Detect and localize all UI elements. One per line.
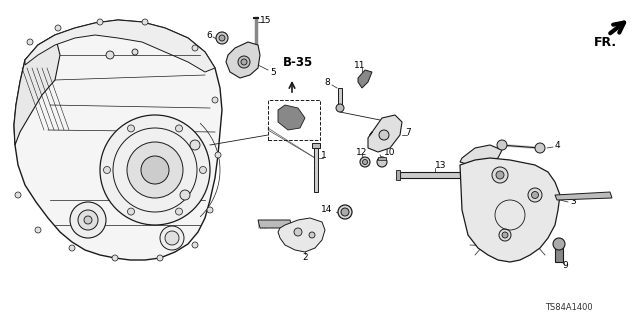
Polygon shape <box>314 145 318 192</box>
Circle shape <box>192 242 198 248</box>
Circle shape <box>175 208 182 215</box>
Circle shape <box>341 208 349 216</box>
Polygon shape <box>14 35 60 145</box>
Circle shape <box>377 157 387 167</box>
Text: 8: 8 <box>324 77 330 86</box>
Text: 5: 5 <box>270 68 276 76</box>
Text: 9: 9 <box>562 260 568 269</box>
Circle shape <box>132 49 138 55</box>
Polygon shape <box>396 170 400 180</box>
Text: 1: 1 <box>321 150 327 159</box>
Circle shape <box>84 216 92 224</box>
Circle shape <box>127 208 134 215</box>
Text: FR.: FR. <box>594 36 617 49</box>
Circle shape <box>535 143 545 153</box>
Circle shape <box>241 59 247 65</box>
Circle shape <box>192 45 198 51</box>
Circle shape <box>215 152 221 158</box>
Polygon shape <box>278 105 305 130</box>
Text: 3: 3 <box>570 197 576 206</box>
Polygon shape <box>258 220 292 228</box>
Polygon shape <box>460 158 560 262</box>
Circle shape <box>492 167 508 183</box>
Circle shape <box>190 140 200 150</box>
Circle shape <box>15 192 21 198</box>
Circle shape <box>141 156 169 184</box>
Text: 13: 13 <box>435 161 447 170</box>
Circle shape <box>142 19 148 25</box>
Circle shape <box>216 32 228 44</box>
Bar <box>268 100 320 140</box>
Polygon shape <box>14 20 222 260</box>
Text: 2: 2 <box>302 253 308 262</box>
Circle shape <box>157 255 163 261</box>
Circle shape <box>207 207 213 213</box>
Circle shape <box>553 238 565 250</box>
Polygon shape <box>555 245 563 262</box>
Circle shape <box>531 191 538 198</box>
Circle shape <box>336 104 344 112</box>
Circle shape <box>104 166 111 173</box>
Text: 7: 7 <box>405 127 411 137</box>
Polygon shape <box>555 192 612 200</box>
Circle shape <box>200 166 207 173</box>
Polygon shape <box>226 42 260 78</box>
Polygon shape <box>312 143 320 148</box>
Text: 14: 14 <box>321 205 332 214</box>
Circle shape <box>127 125 134 132</box>
Circle shape <box>112 255 118 261</box>
Polygon shape <box>460 145 502 165</box>
Circle shape <box>528 188 542 202</box>
Text: 11: 11 <box>355 60 365 69</box>
Circle shape <box>160 226 184 250</box>
Circle shape <box>78 210 98 230</box>
Circle shape <box>55 25 61 31</box>
Circle shape <box>294 228 302 236</box>
Circle shape <box>362 159 367 164</box>
Circle shape <box>219 35 225 41</box>
Circle shape <box>27 39 33 45</box>
Circle shape <box>35 227 41 233</box>
Text: 6: 6 <box>206 30 212 39</box>
Circle shape <box>360 157 370 167</box>
Polygon shape <box>368 115 402 152</box>
Circle shape <box>180 190 190 200</box>
Circle shape <box>499 229 511 241</box>
Text: 12: 12 <box>356 148 368 156</box>
Circle shape <box>238 56 250 68</box>
Text: B-35: B-35 <box>283 55 313 68</box>
Circle shape <box>97 19 103 25</box>
Polygon shape <box>358 70 372 88</box>
Polygon shape <box>278 218 325 252</box>
Circle shape <box>70 202 106 238</box>
Circle shape <box>497 140 507 150</box>
Polygon shape <box>338 88 342 108</box>
Text: 10: 10 <box>384 148 396 156</box>
Circle shape <box>100 115 210 225</box>
Polygon shape <box>400 172 468 178</box>
Circle shape <box>379 130 389 140</box>
Circle shape <box>338 205 352 219</box>
Text: 4: 4 <box>555 140 561 149</box>
Text: 15: 15 <box>260 15 271 25</box>
Circle shape <box>496 171 504 179</box>
Text: TS84A1400: TS84A1400 <box>545 303 593 313</box>
Circle shape <box>309 232 315 238</box>
Polygon shape <box>25 20 215 72</box>
Circle shape <box>175 125 182 132</box>
Circle shape <box>502 232 508 238</box>
Circle shape <box>106 51 114 59</box>
Circle shape <box>212 97 218 103</box>
Polygon shape <box>378 157 386 160</box>
Circle shape <box>165 231 179 245</box>
Circle shape <box>69 245 75 251</box>
Circle shape <box>127 142 183 198</box>
